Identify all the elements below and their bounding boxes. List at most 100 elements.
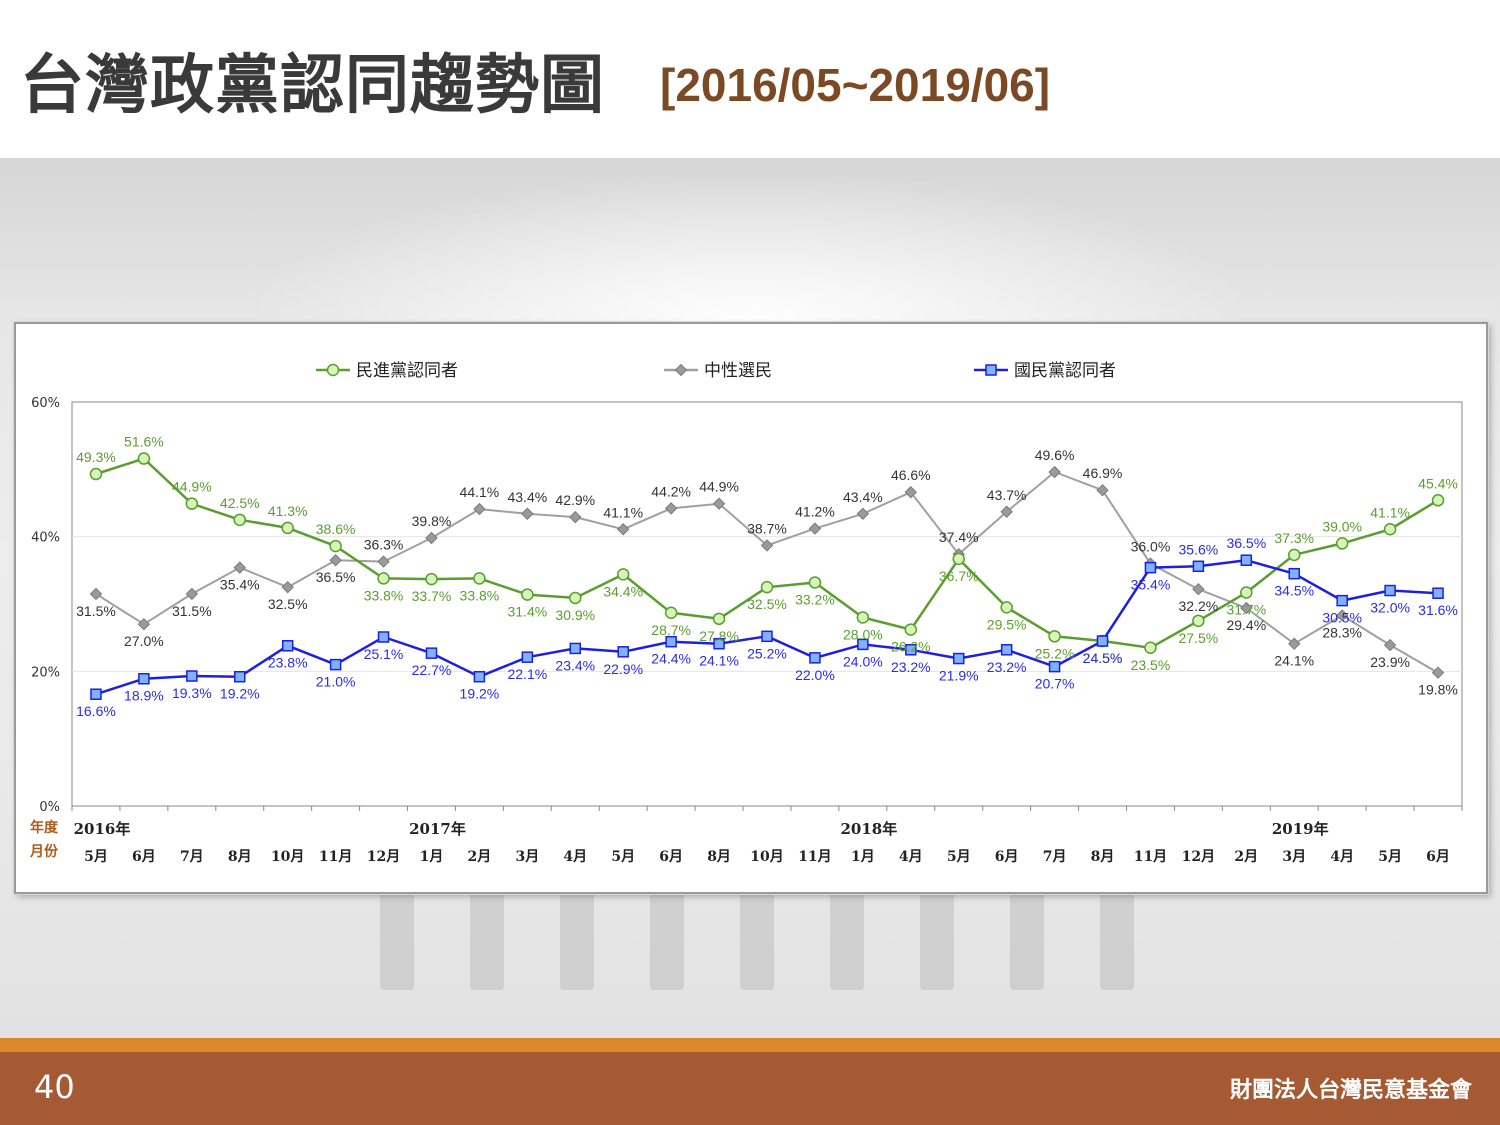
legend-marker bbox=[674, 363, 688, 377]
data-label: 31.5% bbox=[172, 603, 212, 619]
data-label: 18.9% bbox=[124, 688, 164, 704]
data-label: 44.2% bbox=[651, 483, 691, 499]
data-point bbox=[952, 552, 965, 566]
data-label: 21.0% bbox=[316, 674, 356, 690]
y-tick-label: 20% bbox=[31, 665, 60, 680]
data-label: 24.0% bbox=[843, 653, 883, 669]
data-point bbox=[713, 637, 725, 650]
footer-accent-strip bbox=[0, 1038, 1500, 1052]
background-silhouette bbox=[1010, 880, 1044, 990]
data-point bbox=[712, 612, 726, 626]
data-point bbox=[329, 539, 342, 553]
data-point bbox=[137, 452, 151, 465]
data-label: 30.9% bbox=[555, 607, 595, 623]
data-point bbox=[1288, 567, 1300, 580]
data-label: 30.5% bbox=[1322, 610, 1362, 626]
data-point bbox=[1383, 523, 1397, 536]
data-point bbox=[1431, 666, 1445, 679]
data-point bbox=[1431, 494, 1445, 507]
data-label: 35.4% bbox=[1131, 577, 1171, 593]
data-point bbox=[856, 611, 870, 624]
data-label: 19.2% bbox=[220, 686, 260, 702]
data-label: 24.1% bbox=[699, 653, 739, 669]
month-label: 7月 bbox=[1043, 849, 1067, 865]
data-label: 37.4% bbox=[939, 529, 979, 545]
data-point bbox=[760, 539, 774, 552]
data-point bbox=[473, 502, 486, 516]
data-label: 34.5% bbox=[1274, 583, 1314, 599]
data-label: 24.5% bbox=[1083, 650, 1123, 666]
data-label: 25.2% bbox=[1035, 645, 1075, 661]
data-point bbox=[473, 670, 486, 683]
data-point bbox=[760, 580, 774, 594]
data-label: 23.8% bbox=[268, 655, 308, 671]
data-point bbox=[89, 467, 103, 481]
data-label: 32.5% bbox=[747, 596, 787, 612]
data-point bbox=[904, 486, 918, 499]
data-point bbox=[1336, 594, 1348, 607]
page-number: 40 bbox=[34, 1068, 75, 1106]
data-label: 32.0% bbox=[1370, 600, 1410, 616]
month-label: 8月 bbox=[228, 849, 252, 865]
data-label: 21.9% bbox=[939, 668, 979, 684]
data-label: 23.5% bbox=[1131, 657, 1171, 673]
data-label: 41.2% bbox=[795, 504, 835, 520]
data-point bbox=[425, 647, 438, 659]
data-label: 41.1% bbox=[1370, 504, 1410, 520]
data-label: 43.7% bbox=[987, 487, 1027, 503]
background-silhouette bbox=[830, 880, 864, 990]
month-label: 5月 bbox=[611, 849, 635, 865]
data-point bbox=[1240, 554, 1253, 566]
month-label: 6月 bbox=[132, 849, 156, 865]
data-label: 33.8% bbox=[364, 587, 404, 603]
data-label: 34.4% bbox=[603, 583, 643, 599]
slide-header: 台灣政黨認同趨勢圖 [2016/05~2019/06] bbox=[0, 0, 1500, 158]
data-point bbox=[1383, 638, 1397, 652]
data-label: 31.4% bbox=[507, 604, 547, 620]
legend-entry: 民進黨認同者 bbox=[356, 361, 458, 381]
data-point bbox=[1192, 614, 1205, 628]
data-label: 39.8% bbox=[412, 513, 452, 529]
data-point bbox=[616, 523, 630, 536]
data-point bbox=[1048, 660, 1061, 673]
data-label: 44.9% bbox=[699, 479, 739, 495]
data-label: 23.2% bbox=[987, 659, 1027, 675]
data-label: 33.2% bbox=[795, 591, 835, 607]
data-point bbox=[425, 531, 438, 545]
month-label: 4月 bbox=[563, 849, 587, 865]
data-label: 23.9% bbox=[1370, 654, 1410, 670]
data-point bbox=[521, 651, 534, 663]
data-point bbox=[329, 554, 342, 567]
data-point bbox=[1048, 630, 1061, 643]
month-label: 7月 bbox=[180, 849, 204, 865]
legend-entry: 中性選民 bbox=[704, 361, 772, 381]
data-point bbox=[1000, 505, 1013, 518]
month-label: 1月 bbox=[851, 849, 875, 865]
data-point bbox=[1240, 601, 1253, 615]
month-label: 3月 bbox=[515, 849, 539, 865]
data-point bbox=[808, 576, 822, 589]
background-silhouette bbox=[470, 880, 504, 990]
month-label: 5月 bbox=[947, 849, 971, 865]
data-label: 29.4% bbox=[1226, 617, 1266, 633]
data-point bbox=[808, 522, 822, 535]
background-silhouette bbox=[560, 880, 594, 990]
data-label: 22.1% bbox=[507, 666, 547, 682]
data-label: 32.5% bbox=[268, 596, 308, 612]
data-point bbox=[664, 606, 678, 620]
year-label: 2019年 bbox=[1272, 820, 1329, 838]
legend-marker bbox=[326, 363, 340, 377]
data-point bbox=[617, 646, 629, 658]
organization-name: 財團法人台灣民意基金會 bbox=[1229, 1078, 1472, 1103]
data-label: 37.3% bbox=[1274, 530, 1314, 546]
data-label: 23.4% bbox=[555, 657, 595, 673]
data-label: 31.6% bbox=[1418, 602, 1458, 618]
data-label: 25.1% bbox=[364, 646, 404, 662]
month-label: 8月 bbox=[707, 849, 731, 865]
data-label: 24.5% bbox=[1083, 650, 1123, 666]
data-point bbox=[857, 638, 869, 651]
data-point bbox=[1384, 584, 1396, 597]
data-label: 22.9% bbox=[603, 661, 643, 677]
background-silhouette bbox=[920, 880, 954, 990]
